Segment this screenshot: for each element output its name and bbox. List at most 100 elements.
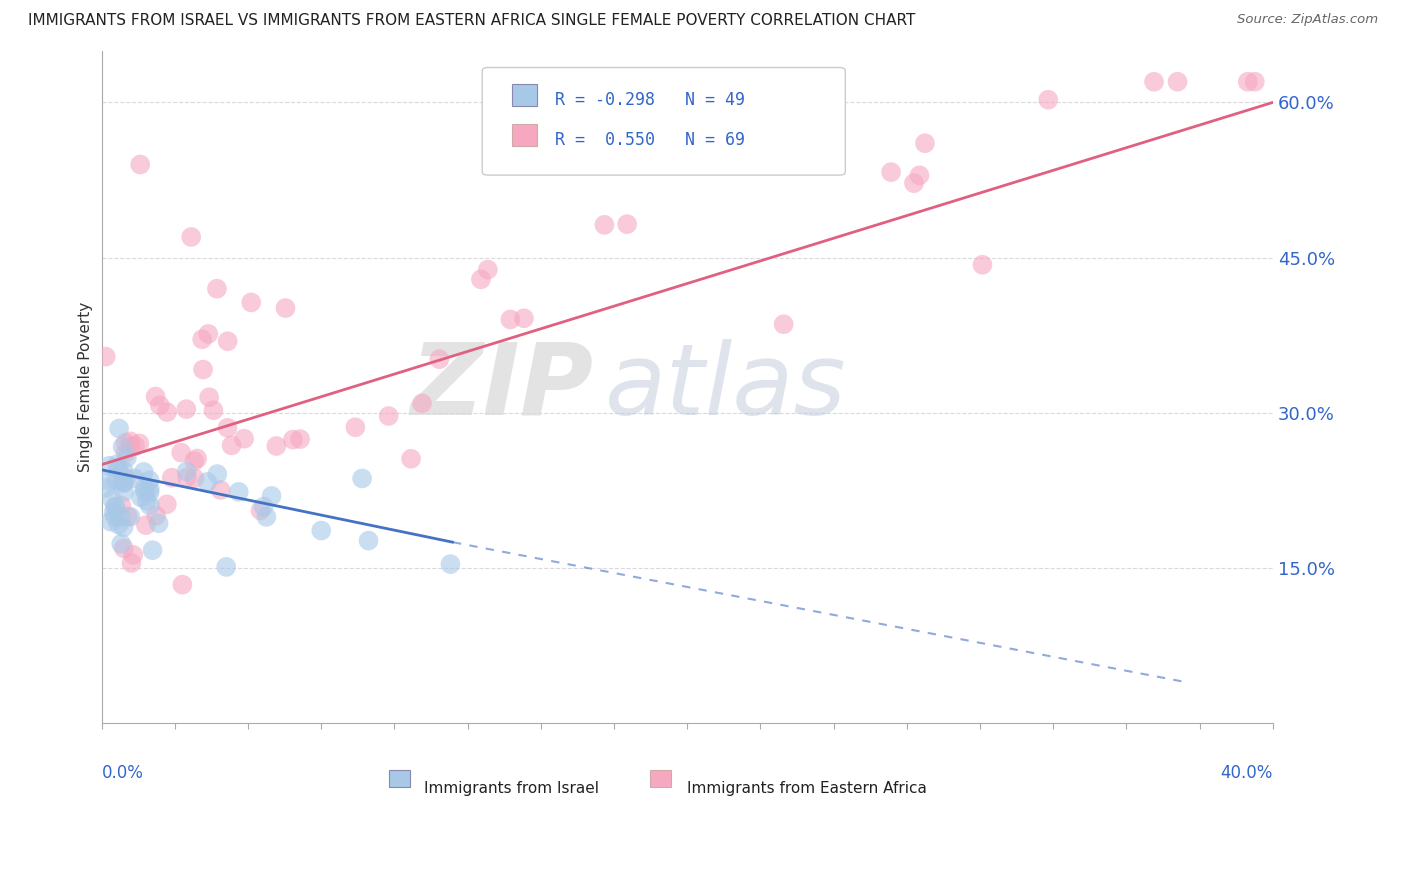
Point bbox=[115, 471, 138, 485]
Point bbox=[107, 463, 129, 477]
Point bbox=[149, 398, 172, 412]
Point bbox=[114, 435, 136, 450]
Point bbox=[903, 176, 925, 190]
Point bbox=[183, 471, 205, 485]
Point bbox=[111, 475, 134, 489]
Point bbox=[254, 509, 277, 524]
Point bbox=[207, 467, 229, 481]
Point bbox=[205, 282, 228, 296]
FancyBboxPatch shape bbox=[482, 68, 845, 175]
FancyBboxPatch shape bbox=[512, 84, 537, 106]
Point bbox=[114, 446, 136, 460]
Point bbox=[880, 165, 903, 179]
Point bbox=[112, 475, 135, 490]
Point bbox=[311, 524, 333, 538]
Point bbox=[135, 494, 157, 508]
Point bbox=[98, 474, 121, 488]
Point bbox=[914, 136, 936, 151]
Point bbox=[198, 390, 221, 404]
Point bbox=[142, 543, 165, 558]
Text: Immigrants from Eastern Africa: Immigrants from Eastern Africa bbox=[688, 780, 927, 796]
Point bbox=[249, 503, 271, 517]
Point bbox=[122, 548, 145, 562]
Point bbox=[112, 541, 135, 556]
Point bbox=[217, 421, 239, 435]
Point bbox=[439, 557, 461, 571]
Text: 40.0%: 40.0% bbox=[1220, 764, 1272, 781]
Point bbox=[191, 332, 214, 346]
Point bbox=[172, 577, 194, 591]
Point bbox=[108, 421, 131, 435]
Point bbox=[281, 433, 304, 447]
Point bbox=[772, 317, 794, 331]
Point bbox=[266, 439, 288, 453]
Point bbox=[186, 451, 208, 466]
Point bbox=[103, 505, 125, 519]
Text: atlas: atlas bbox=[605, 338, 846, 435]
Y-axis label: Single Female Poverty: Single Female Poverty bbox=[79, 301, 93, 472]
Point bbox=[191, 362, 214, 376]
Point bbox=[124, 471, 146, 485]
Text: R =  0.550   N = 69: R = 0.550 N = 69 bbox=[555, 131, 745, 149]
Point bbox=[156, 405, 179, 419]
Point bbox=[972, 258, 994, 272]
Point bbox=[160, 471, 183, 485]
Point bbox=[145, 390, 167, 404]
Point bbox=[176, 470, 198, 484]
Point bbox=[112, 484, 135, 499]
Point bbox=[1038, 93, 1060, 107]
Point bbox=[209, 483, 232, 497]
Point bbox=[1166, 75, 1188, 89]
Point bbox=[228, 484, 250, 499]
Point bbox=[138, 485, 160, 500]
Point bbox=[107, 517, 129, 532]
Point bbox=[148, 516, 170, 531]
Text: Immigrants from Israel: Immigrants from Israel bbox=[423, 780, 599, 796]
Point bbox=[129, 157, 152, 171]
Point bbox=[728, 114, 751, 128]
Point bbox=[411, 396, 433, 410]
Point bbox=[101, 492, 124, 507]
Point bbox=[104, 500, 127, 515]
Point bbox=[240, 295, 263, 310]
Point bbox=[183, 454, 205, 468]
Point bbox=[477, 262, 499, 277]
Point bbox=[252, 500, 274, 514]
Text: R = -0.298   N = 49: R = -0.298 N = 49 bbox=[555, 91, 745, 109]
Point bbox=[195, 475, 218, 489]
Point bbox=[1236, 75, 1258, 89]
Point bbox=[202, 403, 225, 417]
Point bbox=[110, 509, 132, 524]
Point bbox=[180, 230, 202, 244]
Point bbox=[132, 465, 155, 479]
FancyBboxPatch shape bbox=[388, 771, 409, 788]
Point bbox=[288, 432, 311, 446]
Point bbox=[197, 326, 219, 341]
Point bbox=[124, 439, 146, 453]
Text: Source: ZipAtlas.com: Source: ZipAtlas.com bbox=[1237, 13, 1378, 27]
FancyBboxPatch shape bbox=[512, 124, 537, 146]
Point bbox=[377, 409, 399, 423]
Text: IMMIGRANTS FROM ISRAEL VS IMMIGRANTS FROM EASTERN AFRICA SINGLE FEMALE POVERTY C: IMMIGRANTS FROM ISRAEL VS IMMIGRANTS FRO… bbox=[28, 13, 915, 29]
Point bbox=[98, 458, 121, 473]
Point bbox=[120, 434, 142, 449]
Point bbox=[233, 432, 256, 446]
Point bbox=[427, 352, 450, 367]
Point bbox=[128, 436, 150, 450]
Point bbox=[138, 473, 160, 487]
Point bbox=[112, 476, 135, 491]
Point bbox=[1243, 75, 1265, 89]
Point bbox=[129, 491, 152, 505]
Point bbox=[105, 457, 128, 471]
Point bbox=[94, 350, 117, 364]
Point bbox=[94, 481, 117, 495]
Point bbox=[344, 420, 367, 434]
Point bbox=[215, 560, 238, 574]
Text: ZIP: ZIP bbox=[411, 338, 593, 435]
Point bbox=[112, 464, 135, 478]
Point bbox=[120, 509, 142, 524]
Point bbox=[274, 301, 297, 315]
Point bbox=[111, 440, 134, 454]
Point bbox=[156, 497, 179, 511]
Point bbox=[616, 217, 638, 231]
